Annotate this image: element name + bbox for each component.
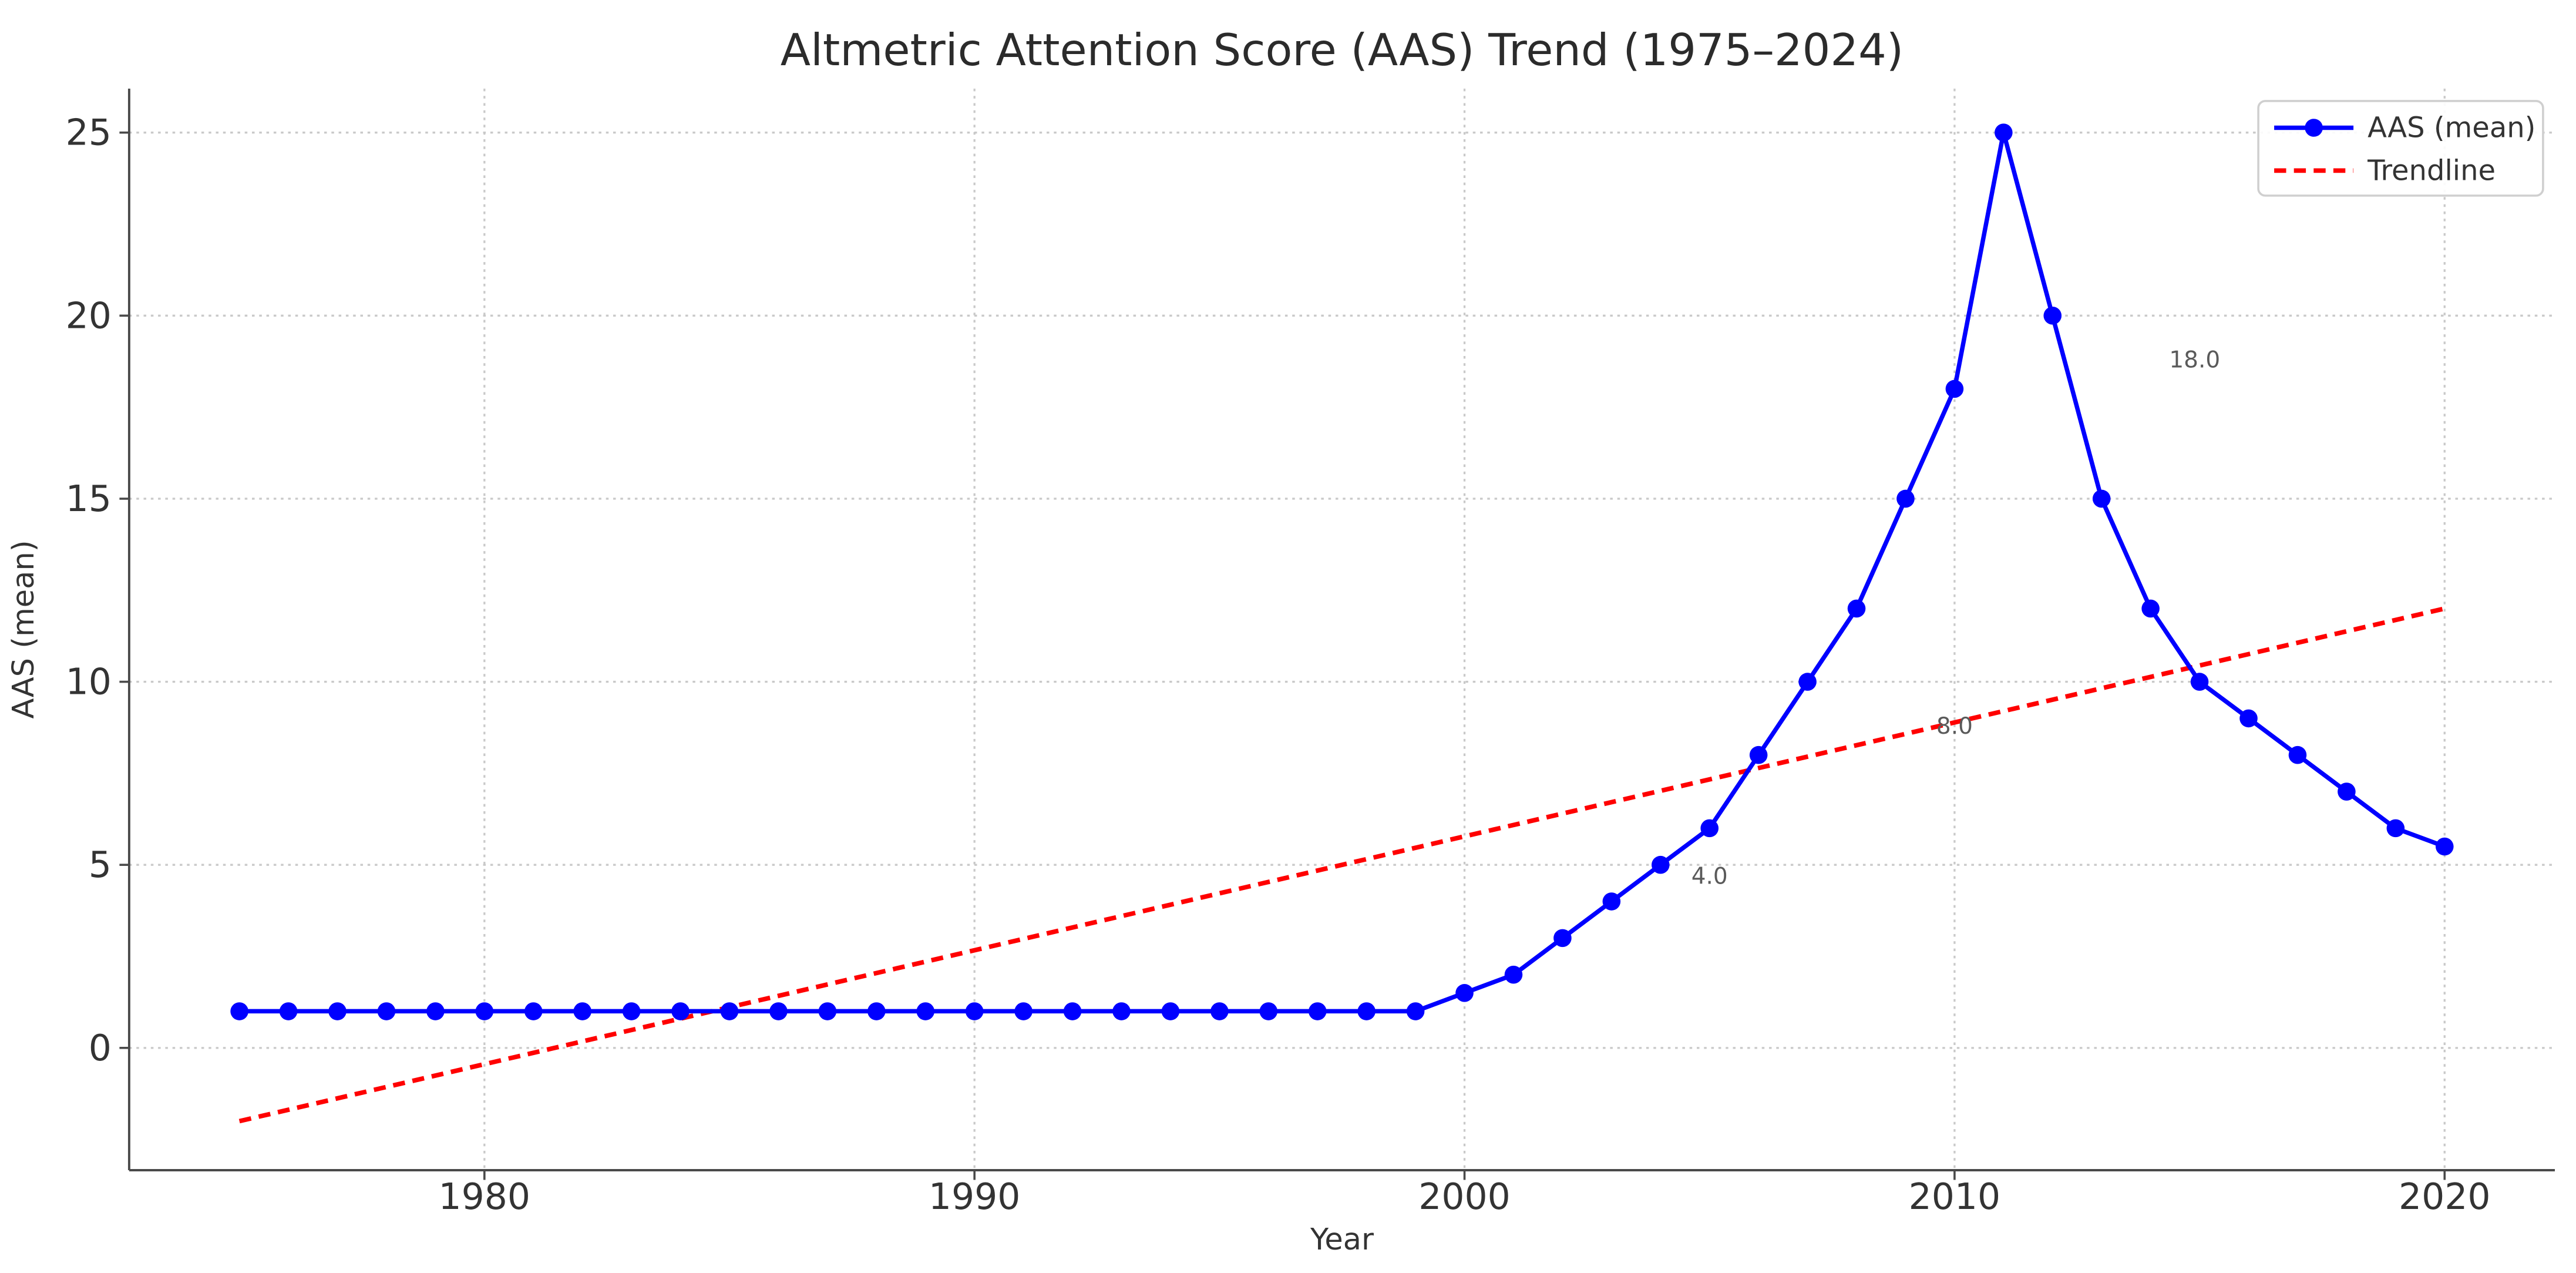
data-point-1980 — [475, 1002, 494, 1020]
data-point-1994 — [1161, 1002, 1180, 1020]
data-point-1976 — [279, 1002, 298, 1020]
data-series — [230, 123, 2454, 1124]
x-tick-label-2010: 2010 — [1909, 1175, 2001, 1218]
data-point-1985 — [720, 1002, 739, 1020]
data-point-2013 — [2092, 489, 2111, 508]
data-point-2017 — [2288, 745, 2307, 764]
data-point-1999 — [1406, 1002, 1425, 1020]
data-point-1996 — [1259, 1002, 1278, 1020]
data-point-1986 — [769, 1002, 788, 1020]
x-tick-label-1980: 1980 — [439, 1175, 531, 1218]
y-tick-label-25: 25 — [66, 112, 112, 154]
data-point-2002 — [1553, 929, 1572, 948]
y-tick-label-20: 20 — [66, 294, 112, 337]
data-point-2007 — [1798, 673, 1817, 691]
data-point-1978 — [377, 1002, 396, 1020]
data-point-1993 — [1112, 1002, 1131, 1020]
trendline — [238, 606, 2446, 1124]
data-point-1983 — [622, 1002, 641, 1020]
data-point-1988 — [867, 1002, 886, 1020]
data-point-1977 — [328, 1002, 347, 1020]
data-point-1982 — [573, 1002, 591, 1020]
legend-glyphs — [2274, 119, 2354, 173]
y-tick-label-15: 15 — [66, 478, 112, 520]
data-point-1991 — [1014, 1002, 1033, 1020]
annotation-4.0: 4.0 — [1691, 863, 1728, 889]
annotation-18.0: 18.0 — [2169, 347, 2220, 374]
data-point-1990 — [965, 1002, 984, 1020]
data-point-1981 — [524, 1002, 543, 1020]
data-point-2018 — [2338, 782, 2356, 801]
tick-labels: 1980 1990 2000 2010 2020 0 5 10 15 20 25 — [66, 112, 2491, 1218]
data-point-2006 — [1749, 745, 1768, 764]
data-point-2003 — [1602, 892, 1621, 911]
annotations: 4.0 8.0 18.0 — [1691, 347, 2220, 890]
legend-sample-aas-marker — [2305, 119, 2323, 137]
data-point-1987 — [818, 1002, 837, 1020]
data-point-2016 — [2239, 709, 2258, 728]
data-point-2012 — [2043, 307, 2062, 325]
y-tick-label-0: 0 — [89, 1027, 112, 1069]
data-point-2015 — [2190, 673, 2209, 691]
data-point-2019 — [2386, 819, 2405, 838]
axes — [119, 88, 2555, 1180]
data-point-1997 — [1308, 1002, 1327, 1020]
x-tick-label-2000: 2000 — [1418, 1175, 1511, 1218]
data-point-2005 — [1700, 819, 1719, 838]
x-axis-label: Year — [1310, 1222, 1374, 1257]
y-tick-label-10: 10 — [66, 661, 112, 703]
data-point-2000 — [1455, 984, 1474, 1002]
x-tick-label-1990: 1990 — [929, 1175, 1021, 1218]
chart-title: Altmetric Attention Score (AAS) Trend (1… — [781, 24, 1904, 76]
data-point-1975 — [230, 1002, 248, 1020]
data-point-2004 — [1651, 855, 1670, 874]
data-point-1998 — [1357, 1002, 1376, 1020]
y-axis-label: AAS (mean) — [6, 540, 41, 718]
data-point-2010 — [1945, 379, 1964, 398]
legend-label-aas-mean: AAS (mean) — [2368, 111, 2535, 144]
data-point-2014 — [2141, 599, 2160, 618]
data-point-2001 — [1504, 965, 1523, 984]
data-point-1979 — [426, 1002, 445, 1020]
data-point-1984 — [671, 1002, 690, 1020]
gridlines — [129, 88, 2555, 1171]
data-point-2009 — [1896, 489, 1915, 508]
data-point-1995 — [1210, 1002, 1229, 1020]
legend: AAS (mean) Trendline — [2257, 100, 2544, 197]
data-point-2020 — [2435, 837, 2454, 856]
x-tick-label-2020: 2020 — [2399, 1175, 2491, 1218]
data-point-2008 — [1847, 599, 1866, 618]
y-tick-label-5: 5 — [89, 844, 112, 886]
legend-frame — [2257, 100, 2544, 197]
aas-mean-line — [239, 130, 2446, 1014]
legend-label-trendline: Trendline — [2367, 154, 2496, 187]
annotation-8.0: 8.0 — [1936, 713, 1973, 740]
data-point-2011 — [1995, 123, 2013, 142]
data-point-1989 — [916, 1002, 935, 1020]
data-point-1992 — [1063, 1002, 1082, 1020]
